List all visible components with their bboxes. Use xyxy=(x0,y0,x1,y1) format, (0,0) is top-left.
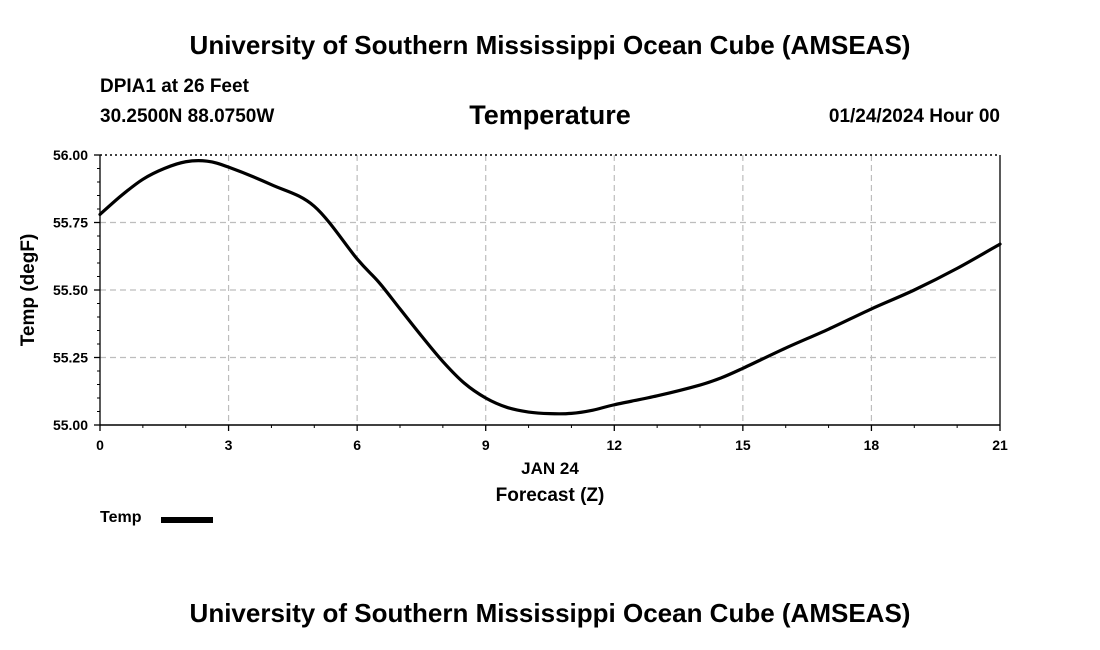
x-tick-label: 3 xyxy=(225,437,233,453)
x-tick-label: 18 xyxy=(864,437,880,453)
y-tick-label: 55.25 xyxy=(53,350,88,366)
x-tick-label: 12 xyxy=(606,437,622,453)
y-tick-label: 56.00 xyxy=(53,147,88,163)
legend-swatch xyxy=(161,517,213,523)
chart-title-top: University of Southern Mississippi Ocean… xyxy=(189,30,911,60)
x-axis-label: Forecast (Z) xyxy=(496,485,605,506)
tick-layer: 0 3 6 9 12 15 18 21 55.00 55.25 55.50 55.75 56.00 xyxy=(53,147,1008,453)
series-layer xyxy=(98,159,1002,416)
legend-label: Temp xyxy=(100,509,142,526)
x-tick-label: 15 xyxy=(735,437,751,453)
coordinates-label: 30.2500N 88.0750W xyxy=(100,106,275,127)
x-tick-label: 21 xyxy=(992,437,1008,453)
y-axis-label: Temp (degF) xyxy=(18,234,39,347)
x-tick-label: 6 xyxy=(353,437,361,453)
x-tick-label: 0 xyxy=(96,437,104,453)
y-tick-label: 55.50 xyxy=(53,282,88,298)
grid-layer xyxy=(100,155,1000,425)
variable-title: Temperature xyxy=(469,100,631,130)
y-tick-label: 55.75 xyxy=(53,215,88,231)
series-line-temp xyxy=(98,159,1002,416)
x-axis-date-label: JAN 24 xyxy=(521,459,579,478)
y-tick-label: 55.00 xyxy=(53,417,88,433)
station-label: DPIA1 at 26 Feet xyxy=(100,76,249,97)
x-tick-label: 9 xyxy=(482,437,490,453)
datetime-label: 01/24/2024 Hour 00 xyxy=(828,106,1000,127)
chart-title-bottom: University of Southern Mississippi Ocean… xyxy=(189,598,911,628)
